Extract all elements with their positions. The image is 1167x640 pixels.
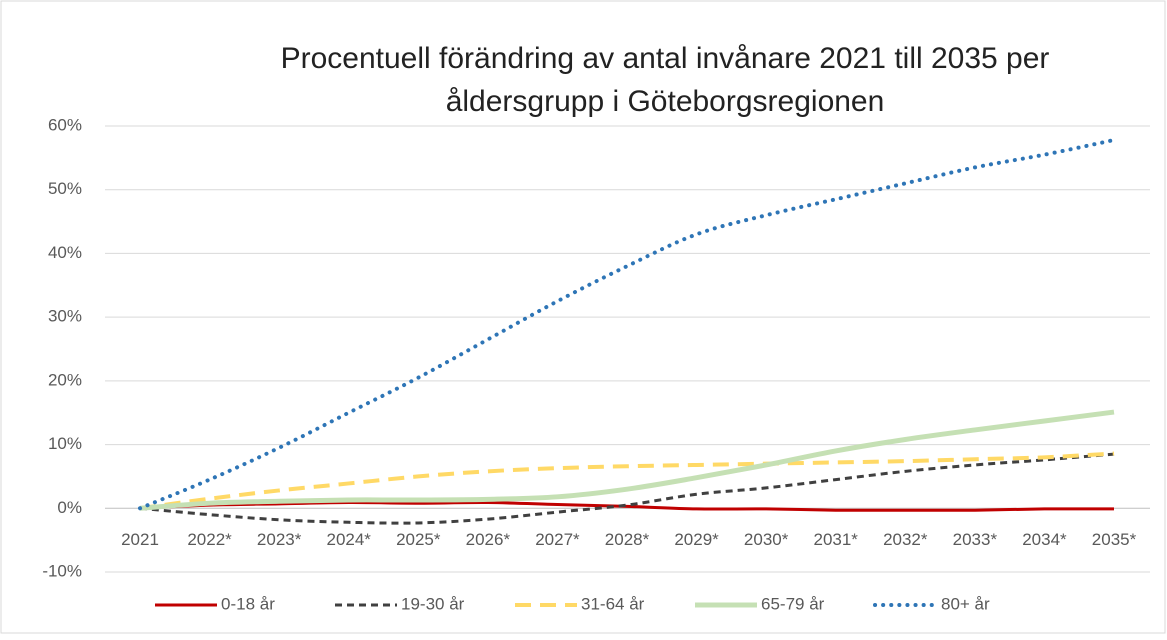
series-line [138, 138, 1116, 511]
x-tick-label: 2021 [121, 530, 159, 549]
y-tick-label: 0% [57, 498, 82, 517]
x-tick-label: 2033* [953, 530, 998, 549]
y-tick-label: 30% [48, 307, 82, 326]
x-tick-label: 2025* [396, 530, 441, 549]
y-tick-label: 20% [48, 370, 82, 389]
x-tick-label: 2032* [883, 530, 928, 549]
legend-label: 31-64 år [581, 594, 645, 613]
x-tick-label: 2024* [326, 530, 371, 549]
x-tick-label: 2034* [1022, 530, 1067, 549]
chart-title: Procentuell förändring av antal invånare… [281, 42, 1050, 75]
y-tick-label: 10% [48, 434, 82, 453]
legend-label: 80+ år [941, 594, 990, 613]
series-line [139, 452, 1115, 525]
series-line [139, 451, 1115, 511]
x-tick-label: 2028* [605, 530, 650, 549]
chart-title: åldersgrupp i Göteborgsregionen [446, 85, 885, 118]
x-tick-label: 2027* [535, 530, 580, 549]
series-line [139, 409, 1115, 511]
x-tick-label: 2035* [1092, 530, 1137, 549]
y-tick-label: -10% [42, 561, 82, 580]
y-tick-label: 60% [48, 115, 82, 134]
legend-label: 0-18 år [221, 594, 275, 613]
legend-label: 65-79 år [761, 594, 825, 613]
y-tick-label: 40% [48, 243, 82, 262]
y-tick-label: 50% [48, 179, 82, 198]
x-tick-label: 2023* [257, 530, 302, 549]
x-tick-label: 2022* [187, 530, 232, 549]
x-tick-label: 2026* [466, 530, 511, 549]
legend-label: 19-30 år [401, 594, 465, 613]
x-tick-label: 2029* [674, 530, 719, 549]
x-tick-label: 2031* [813, 530, 858, 549]
x-tick-label: 2030* [744, 530, 789, 549]
